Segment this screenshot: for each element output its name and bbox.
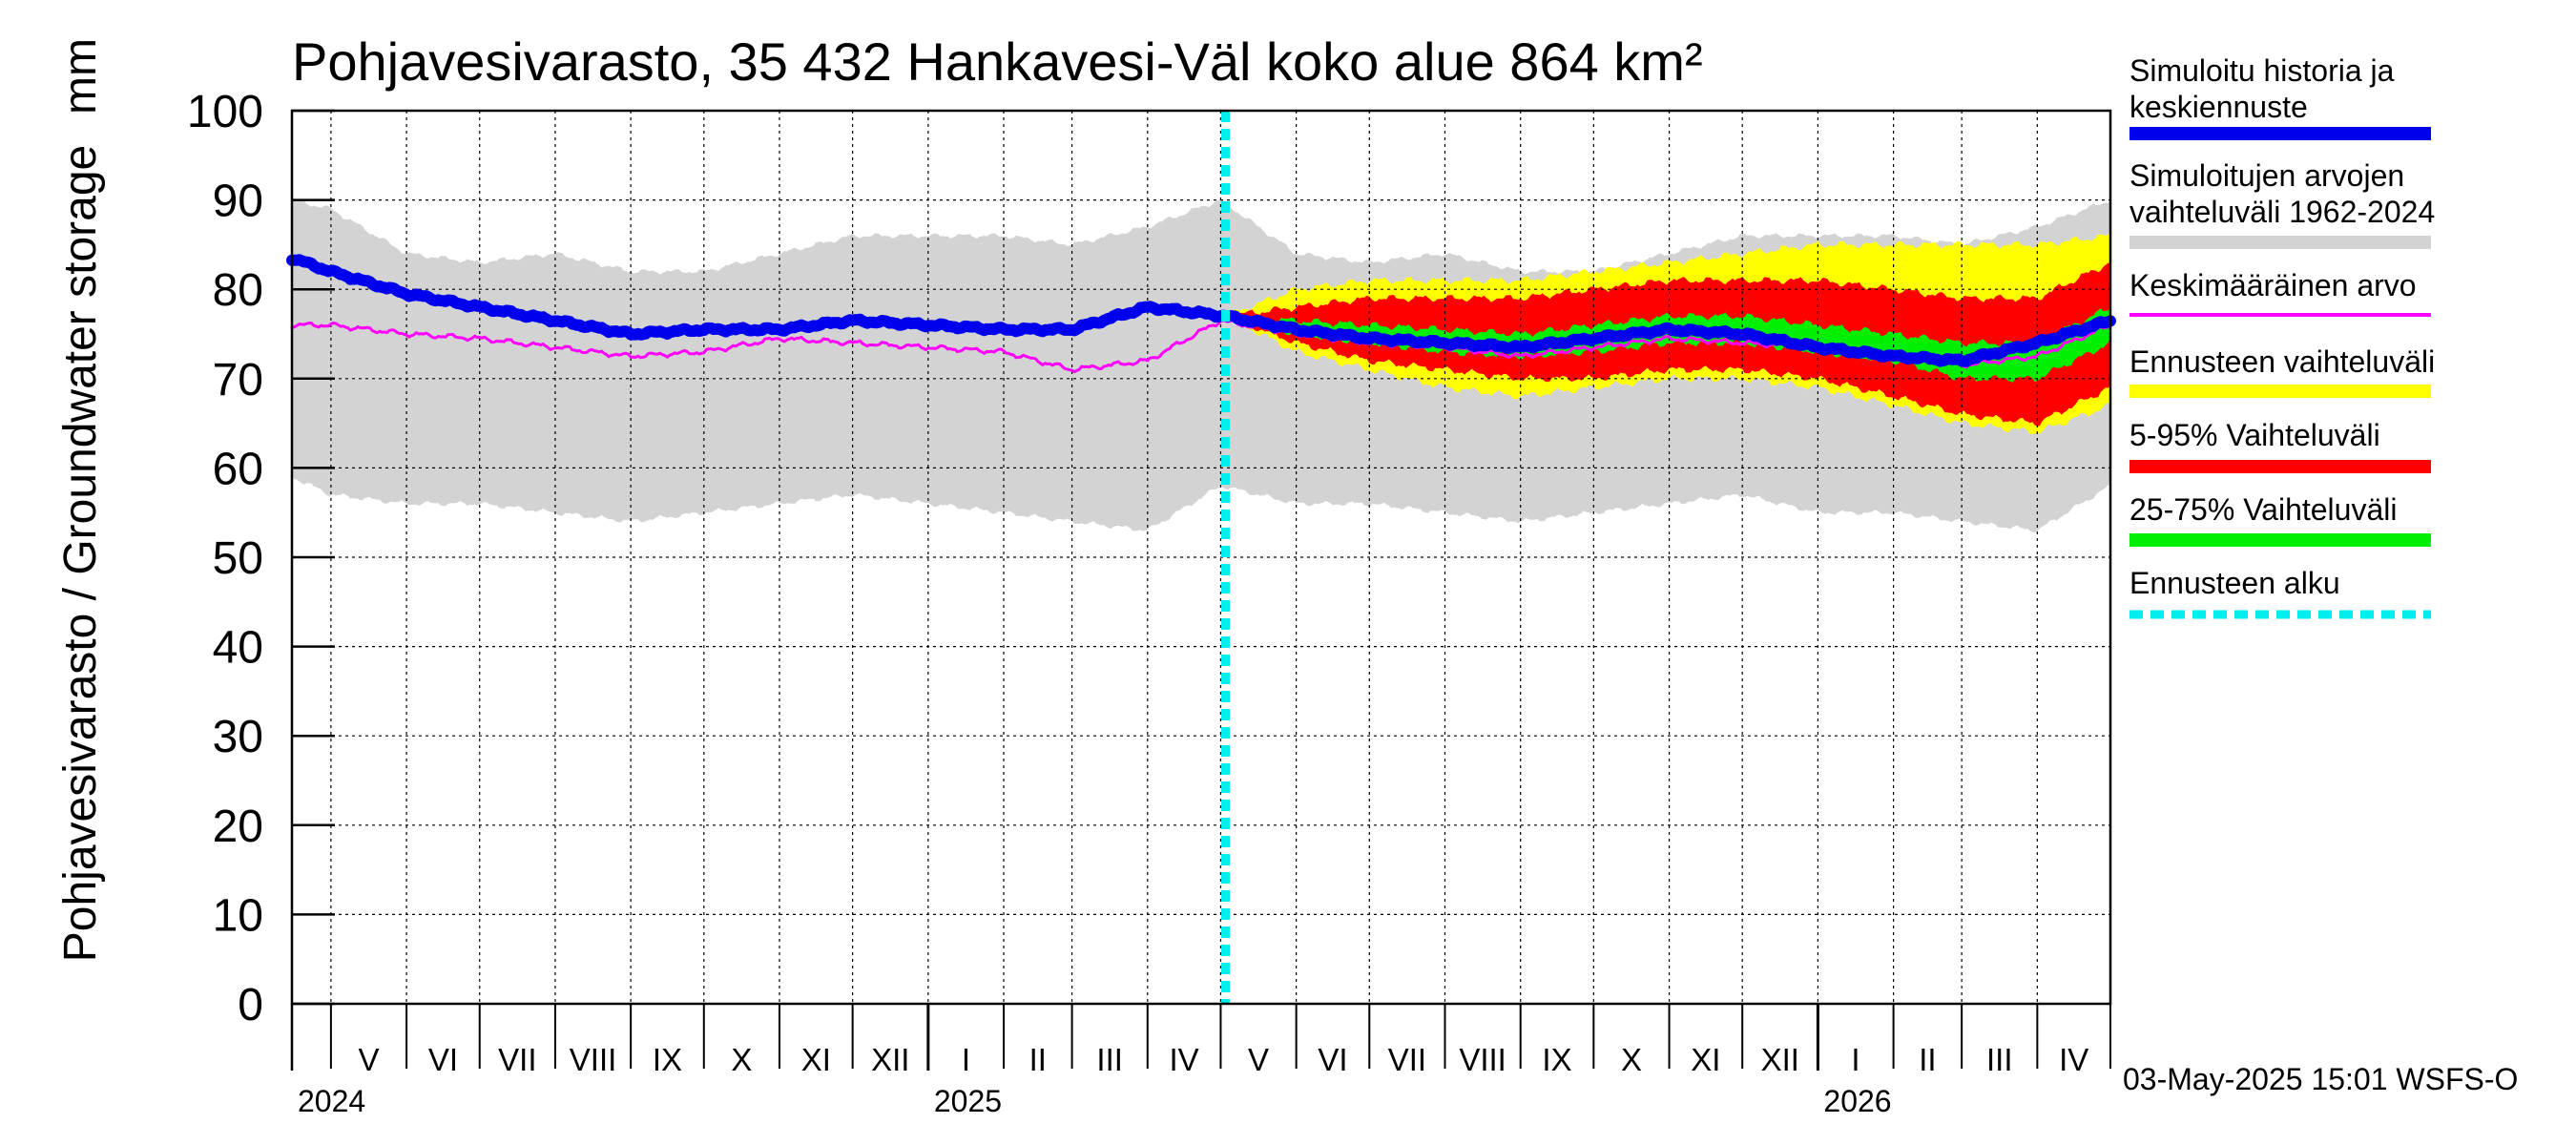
y-tick-label-10: 10 bbox=[213, 890, 263, 941]
x-month-label-20: I bbox=[1851, 1042, 1859, 1077]
y-tick-label-20: 20 bbox=[213, 802, 263, 852]
x-month-label-6: XI bbox=[801, 1042, 831, 1077]
x-month-label-16: IX bbox=[1542, 1042, 1571, 1077]
x-month-label-23: IV bbox=[2059, 1042, 2088, 1077]
line-layer bbox=[286, 254, 2116, 374]
y-axis-unit: mm bbox=[55, 38, 106, 114]
x-month-label-7: XII bbox=[871, 1042, 909, 1077]
x-year-label-2024: 2024 bbox=[298, 1084, 365, 1118]
legend-label-ennusteen-vaihteluv-li: Ennusteen vaihteluväli bbox=[2129, 344, 2435, 379]
band-5-95-vaihteluv-li bbox=[1225, 262, 2110, 427]
grid-layer bbox=[292, 111, 2110, 1004]
series-line-simuloitu-historia-ja-keskiennuste bbox=[286, 254, 2116, 367]
y-tick-label-0: 0 bbox=[238, 980, 263, 1030]
legend-label-simuloitu-historia-ja-keskiennuste: Simuloitu historia ja keskiennuste bbox=[2129, 53, 2395, 124]
y-tick-label-70: 70 bbox=[213, 355, 263, 406]
legend-label-keskim-r-inen-arvo: Keskimääräinen arvo bbox=[2129, 268, 2417, 302]
y-axis-label: Pohjavesivarasto / Groundwater storage bbox=[55, 145, 106, 962]
chart-title: Pohjavesivarasto, 35 432 Hankavesi-Väl k… bbox=[292, 31, 1703, 92]
x-month-label-19: XII bbox=[1761, 1042, 1799, 1077]
y-tick-label-80: 80 bbox=[213, 265, 263, 316]
legend: Simuloitu historia ja keskiennuste Simuloi… bbox=[2129, 53, 2435, 619]
legend-label-simuloitujen-arvojen-vaihteluv-li-1962-2024: Simuloitujen arvojen vaihteluväli 1962-20… bbox=[2129, 158, 2435, 229]
y-tick-label-90: 90 bbox=[213, 177, 263, 227]
x-month-label-9: II bbox=[1029, 1042, 1047, 1077]
x-month-label-5: X bbox=[731, 1042, 752, 1077]
x-month-label-11: IV bbox=[1170, 1042, 1199, 1077]
x-month-label-18: XI bbox=[1691, 1042, 1720, 1077]
x-month-label-10: III bbox=[1096, 1042, 1123, 1077]
x-month-label-22: III bbox=[1986, 1042, 2013, 1077]
y-tick-label-30: 30 bbox=[213, 712, 263, 762]
x-month-label-1: VI bbox=[428, 1042, 458, 1077]
x-month-label-8: I bbox=[962, 1042, 970, 1077]
x-year-label-2026: 2026 bbox=[1823, 1084, 1891, 1118]
y-tick-label-100: 100 bbox=[187, 87, 263, 137]
timestamp-footer: 03-May-2025 15:01 WSFS-O bbox=[2123, 1062, 2518, 1096]
y-tick-label-40: 40 bbox=[213, 623, 263, 674]
x-month-label-3: VIII bbox=[570, 1042, 617, 1077]
x-month-label-0: V bbox=[358, 1042, 379, 1077]
x-month-label-2: VII bbox=[498, 1042, 536, 1077]
x-month-label-21: II bbox=[1919, 1042, 1936, 1077]
x-year-label-2025: 2025 bbox=[934, 1084, 1002, 1118]
legend-label-25-75-vaihteluv-li: 25-75% Vaihteluväli bbox=[2129, 492, 2397, 527]
y-tick-label-60: 60 bbox=[213, 444, 263, 494]
x-month-label-15: VIII bbox=[1459, 1042, 1506, 1077]
x-month-label-12: V bbox=[1248, 1042, 1269, 1077]
x-month-label-4: IX bbox=[653, 1042, 682, 1077]
x-month-label-17: X bbox=[1621, 1042, 1642, 1077]
legend-label-ennusteen-alku: Ennusteen alku bbox=[2129, 566, 2340, 600]
x-month-label-14: VII bbox=[1388, 1042, 1426, 1077]
band-layer bbox=[292, 198, 2110, 533]
x-month-label-13: VI bbox=[1318, 1042, 1347, 1077]
y-tick-label-50: 50 bbox=[213, 533, 263, 584]
legend-label-5-95-vaihteluv-li: 5-95% Vaihteluväli bbox=[2129, 418, 2380, 452]
